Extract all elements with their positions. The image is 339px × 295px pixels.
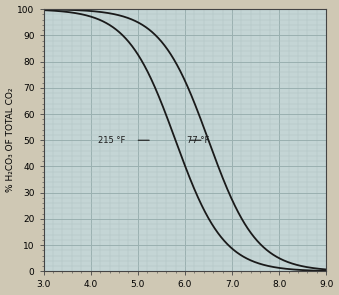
Text: 215 °F: 215 °F xyxy=(98,136,125,145)
Y-axis label: % H₂CO₃ OF TOTAL CO₂: % H₂CO₃ OF TOTAL CO₂ xyxy=(5,88,15,192)
Text: 77 °F: 77 °F xyxy=(187,136,210,145)
